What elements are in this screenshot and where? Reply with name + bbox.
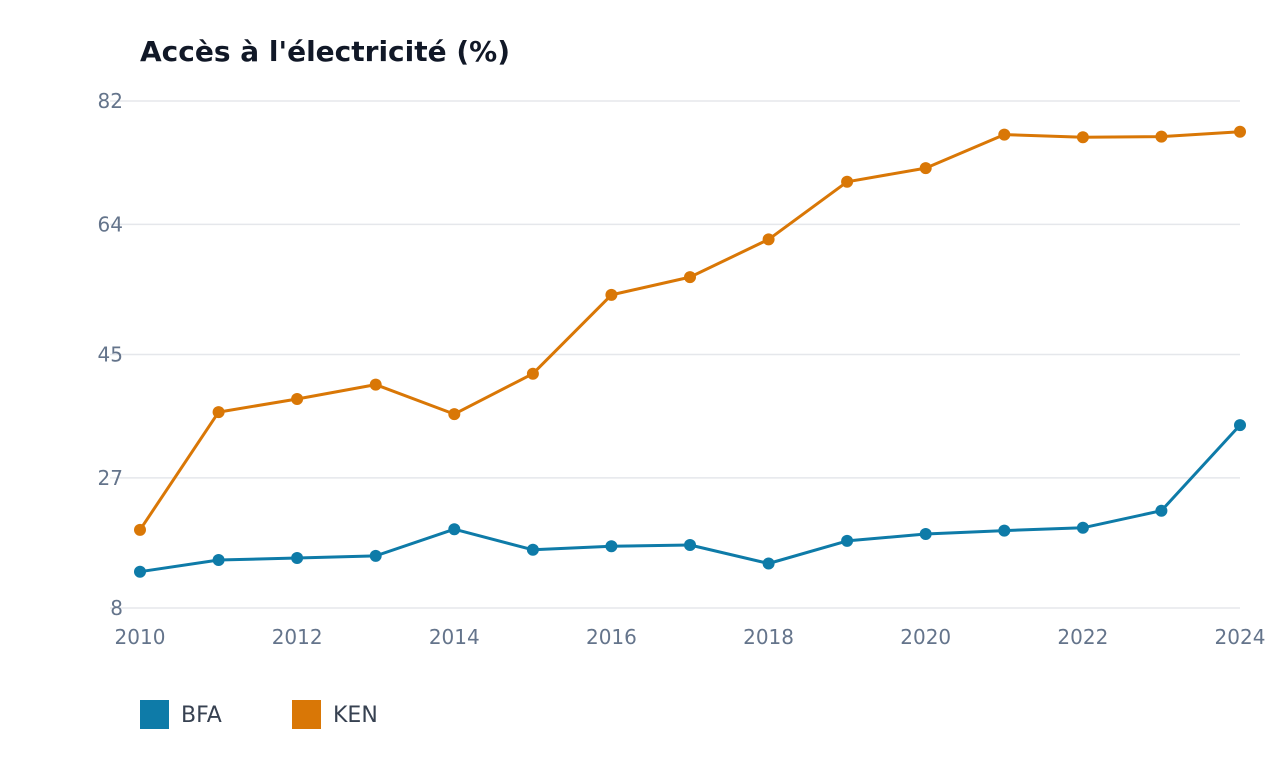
data-point-ken: [998, 128, 1011, 141]
data-point-bfa: [1155, 504, 1168, 517]
data-point-ken: [684, 271, 696, 284]
x-tick-label: 2012: [272, 625, 323, 649]
legend: BFA KEN: [140, 700, 378, 729]
x-tick-label: 2014: [429, 625, 480, 649]
data-point-bfa: [919, 528, 932, 540]
data-point-bfa: [1234, 419, 1246, 432]
data-point-ken: [1234, 125, 1246, 138]
legend-label: BFA: [181, 703, 222, 728]
data-point-bfa: [448, 523, 461, 536]
y-tick-label: 64: [98, 212, 123, 236]
data-point-ken: [762, 233, 775, 246]
x-tick-label: 2018: [743, 625, 794, 649]
data-point-ken: [841, 175, 854, 188]
legend-item-ken: KEN: [292, 700, 378, 729]
data-point-bfa: [841, 534, 854, 547]
legend-item-bfa: BFA: [140, 700, 222, 729]
y-tick-label: 8: [110, 596, 123, 620]
series-lines: [138, 130, 1242, 574]
legend-label: KEN: [333, 703, 378, 728]
data-point-bfa: [1076, 521, 1089, 534]
y-tick-label: 45: [98, 343, 123, 367]
data-point-bfa: [212, 554, 225, 566]
data-point-ken: [448, 408, 461, 421]
data-point-bfa: [998, 524, 1011, 537]
legend-swatch: [292, 700, 321, 729]
data-point-ken: [1155, 130, 1168, 143]
data-point-bfa: [134, 565, 146, 578]
data-point-bfa: [526, 543, 539, 556]
data-point-ken: [212, 406, 225, 419]
series-line-ken: [138, 130, 1242, 532]
x-tick-label: 2022: [1057, 625, 1108, 649]
data-point-ken: [526, 367, 539, 380]
data-point-ken: [605, 288, 618, 301]
data-point-bfa: [605, 540, 618, 553]
data-point-ken: [291, 393, 304, 405]
x-tick-label: 2020: [900, 625, 951, 649]
data-point-ken: [1076, 131, 1089, 144]
grid-lines: [110, 100, 1240, 609]
chart-title: Accès à l'électricité (%): [140, 35, 510, 68]
data-point-ken: [134, 523, 146, 536]
data-point-bfa: [369, 549, 382, 562]
y-tick-label: 82: [98, 89, 123, 113]
data-point-ken: [919, 162, 932, 175]
y-tick-label: 27: [98, 466, 123, 490]
data-point-bfa: [762, 557, 775, 570]
data-point-bfa: [684, 539, 696, 551]
series-points: [134, 125, 1246, 578]
legend-swatch: [140, 700, 169, 729]
data-point-ken: [369, 378, 382, 391]
x-axis-tick-labels: 2010 2012 2014 2016 2018 2020 2022 2024: [115, 625, 1266, 649]
y-axis-tick-labels: 8 27 45 64 82: [98, 89, 123, 620]
x-tick-label: 2010: [115, 625, 166, 649]
x-tick-label: 2024: [1215, 625, 1266, 649]
x-tick-label: 2016: [586, 625, 637, 649]
data-point-bfa: [291, 552, 304, 564]
